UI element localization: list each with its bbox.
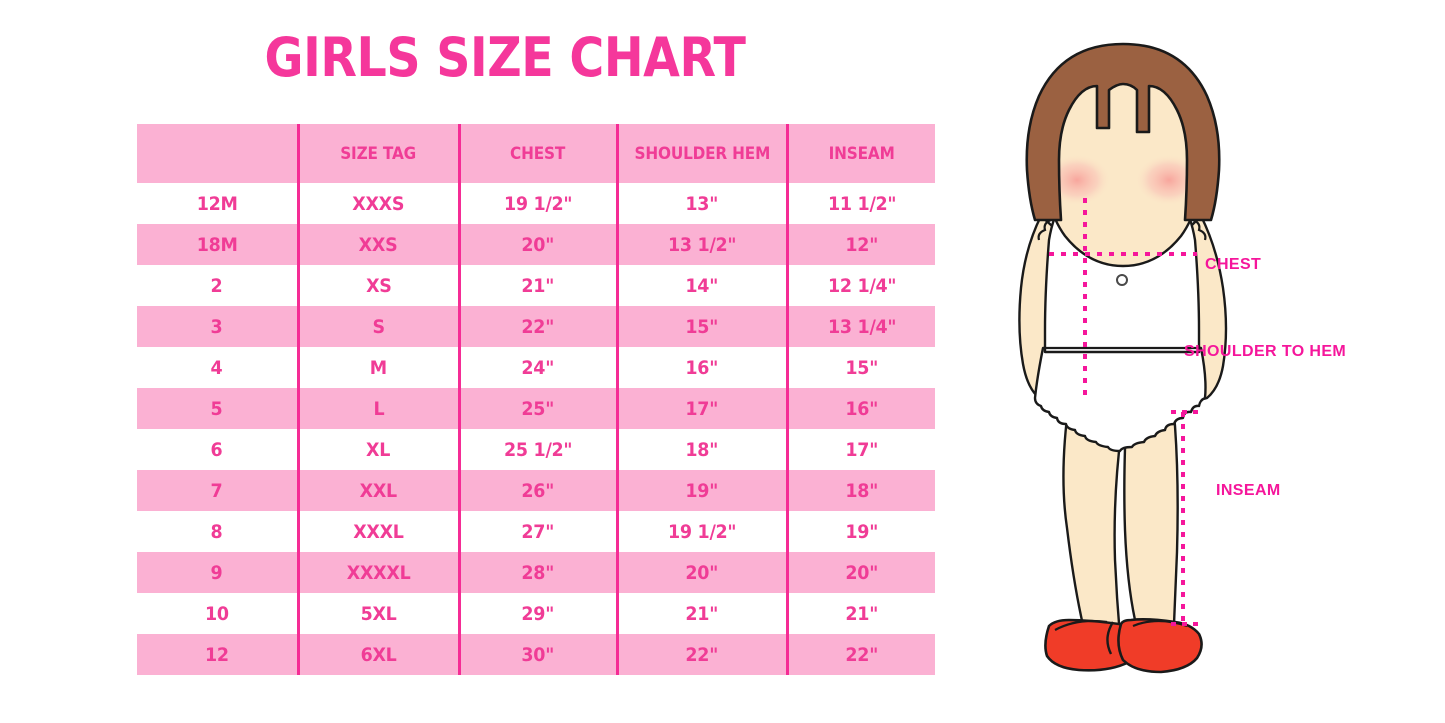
cell-chest: 28" [457, 552, 617, 593]
cell-size-tag: XXXS [296, 183, 459, 224]
cell-shoulder-hem: 20" [615, 552, 787, 593]
cell-inseam: 16" [785, 388, 935, 429]
cell-size-tag: XXL [296, 470, 459, 511]
cell-size: 3 [137, 306, 298, 347]
cell-chest: 25 1/2" [457, 429, 617, 470]
cell-inseam: 18" [785, 470, 935, 511]
cell-size-tag: XXS [296, 224, 459, 265]
cell-inseam: 12" [785, 224, 935, 265]
cell-chest: 24" [457, 347, 617, 388]
column-header-size [137, 124, 298, 183]
table-row: 2 XS 21" 14" 12 1/4" [137, 265, 935, 306]
column-header-size-tag: SIZE TAG [296, 124, 459, 183]
cell-shoulder-hem: 16" [615, 347, 787, 388]
cell-inseam: 19" [785, 511, 935, 552]
cell-chest: 21" [457, 265, 617, 306]
table-row: 12 6XL 30" 22" 22" [137, 634, 935, 675]
cell-shoulder-hem: 13" [615, 183, 787, 224]
cell-chest: 19 1/2" [457, 183, 617, 224]
table-row: 18M XXS 20" 13 1/2" 12" [137, 224, 935, 265]
table-header: SIZE TAG CHEST SHOULDER HEM INSEAM [137, 124, 935, 183]
cell-chest: 26" [457, 470, 617, 511]
cell-size: 12M [137, 183, 298, 224]
inseam-guide-bracket [1171, 410, 1199, 626]
skirt-group [1033, 346, 1207, 453]
cell-size: 12 [137, 634, 298, 675]
table-body: 12M XXXS 19 1/2" 13" 11 1/2" 18M XXS 20"… [137, 183, 935, 675]
table-row: 6 XL 25 1/2" 18" 17" [137, 429, 935, 470]
cell-size: 2 [137, 265, 298, 306]
cell-inseam: 13 1/4" [785, 306, 935, 347]
face-group [1041, 58, 1205, 268]
cell-size: 9 [137, 552, 298, 593]
cell-size: 6 [137, 429, 298, 470]
hair-group [1025, 42, 1221, 222]
cell-shoulder-hem: 13 1/2" [615, 224, 787, 265]
cell-size: 10 [137, 593, 298, 634]
cell-inseam: 15" [785, 347, 935, 388]
column-header-chest: CHEST [457, 124, 617, 183]
cell-size: 8 [137, 511, 298, 552]
table-row: 8 XXXL 27" 19 1/2" 19" [137, 511, 935, 552]
cell-inseam: 12 1/4" [785, 265, 935, 306]
inseam-measurement-label: INSEAM [1216, 482, 1281, 499]
cell-size-tag: M [296, 347, 459, 388]
cell-inseam: 21" [785, 593, 935, 634]
cell-size-tag: XL [296, 429, 459, 470]
cell-shoulder-hem: 14" [615, 265, 787, 306]
cell-shoulder-hem: 22" [615, 634, 787, 675]
cell-chest: 30" [457, 634, 617, 675]
column-header-inseam: INSEAM [785, 124, 935, 183]
shoulder-to-hem-measurement-label: SHOULDER TO HEM [1184, 343, 1347, 360]
cell-shoulder-hem: 19 1/2" [615, 511, 787, 552]
table-row: 3 S 22" 15" 13 1/4" [137, 306, 935, 347]
column-header-shoulder-hem: SHOULDER HEM [615, 124, 787, 183]
cell-size: 4 [137, 347, 298, 388]
table-row: 9 XXXXL 28" 20" 20" [137, 552, 935, 593]
table-row: 5 L 25" 17" 16" [137, 388, 935, 429]
cell-inseam: 20" [785, 552, 935, 593]
cell-size: 7 [137, 470, 298, 511]
cell-inseam: 22" [785, 634, 935, 675]
table-row: 7 XXL 26" 19" 18" [137, 470, 935, 511]
cell-chest: 20" [457, 224, 617, 265]
cell-size: 18M [137, 224, 298, 265]
chest-measurement-label: CHEST [1205, 256, 1262, 273]
table-row: 4 M 24" 16" 15" [137, 347, 935, 388]
cell-inseam: 11 1/2" [785, 183, 935, 224]
cell-shoulder-hem: 21" [615, 593, 787, 634]
girl-figure-illustration [985, 30, 1445, 690]
legs-group [1062, 400, 1179, 652]
measurement-guides [1049, 198, 1199, 626]
cell-shoulder-hem: 15" [615, 306, 787, 347]
cell-inseam: 17" [785, 429, 935, 470]
cell-chest: 27" [457, 511, 617, 552]
cell-size-tag: S [296, 306, 459, 347]
cell-size: 5 [137, 388, 298, 429]
table-row: 10 5XL 29" 21" 21" [137, 593, 935, 634]
cell-size-tag: XXXXL [296, 552, 459, 593]
page-title: GIRLS SIZE CHART [264, 26, 746, 89]
cell-size-tag: XS [296, 265, 459, 306]
cell-chest: 25" [457, 388, 617, 429]
cell-shoulder-hem: 17" [615, 388, 787, 429]
table-header-row: SIZE TAG CHEST SHOULDER HEM INSEAM [137, 124, 935, 183]
shoes-group [1044, 618, 1203, 674]
size-chart-table: SIZE TAG CHEST SHOULDER HEM INSEAM 12M X… [137, 124, 935, 675]
table-row: 12M XXXS 19 1/2" 13" 11 1/2" [137, 183, 935, 224]
cell-shoulder-hem: 18" [615, 429, 787, 470]
cell-shoulder-hem: 19" [615, 470, 787, 511]
cell-chest: 29" [457, 593, 617, 634]
cell-chest: 22" [457, 306, 617, 347]
cell-size-tag: 6XL [296, 634, 459, 675]
cell-size-tag: 5XL [296, 593, 459, 634]
cell-size-tag: XXXL [296, 511, 459, 552]
cell-size-tag: L [296, 388, 459, 429]
